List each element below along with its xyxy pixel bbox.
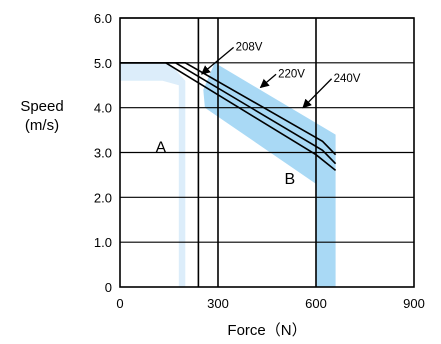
x-tick-label: 600 — [305, 296, 327, 311]
region-label-B: B — [285, 171, 296, 188]
annotation-label-208V: 208V — [236, 41, 263, 53]
region-label-A: A — [155, 140, 166, 157]
series-line-240V — [120, 62, 337, 156]
y-tick-label: 5.0 — [94, 56, 112, 71]
x-tick-label: 900 — [403, 296, 425, 311]
y-tick-label: 6.0 — [94, 11, 112, 26]
region-B-area — [203, 62, 336, 287]
y-tick-label: 3.0 — [94, 146, 112, 161]
x-tick-label: 0 — [116, 296, 123, 311]
y-axis-label-line2: (m/s) — [25, 117, 59, 134]
plot-frame — [119, 17, 415, 288]
annotation-arrow-240V — [302, 78, 333, 109]
annotation-arrow-208V — [200, 46, 235, 75]
y-tick-label: 2.0 — [94, 190, 112, 205]
y-tick-label: 0 — [105, 280, 112, 295]
x-tick-label: 300 — [207, 296, 229, 311]
y-tick-label: 1.0 — [94, 235, 112, 250]
annotation-label-240V: 240V — [334, 73, 361, 85]
region-A-area — [120, 62, 186, 287]
annotation-arrow-220V — [259, 73, 277, 89]
y-axis-label-line1: Speed — [20, 98, 63, 115]
annotation-label-220V: 220V — [278, 68, 305, 80]
y-tick-label: 4.0 — [94, 101, 112, 116]
x-axis-label: Force（N） — [227, 322, 306, 339]
